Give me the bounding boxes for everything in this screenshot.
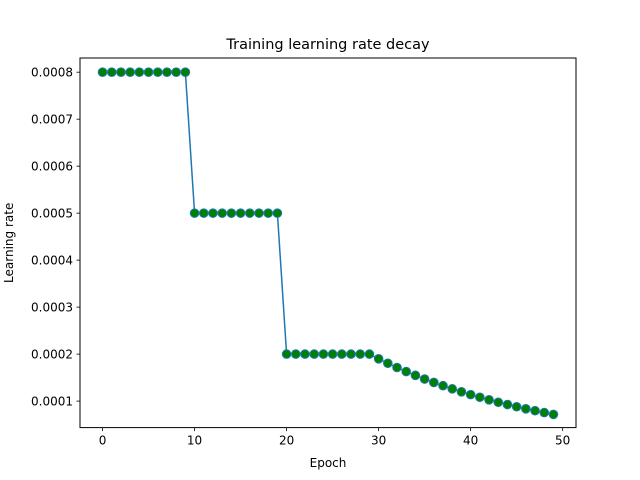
data-point xyxy=(438,380,448,391)
x-tick-label: 50 xyxy=(555,434,570,448)
data-point xyxy=(106,67,117,77)
series-layer xyxy=(97,67,559,420)
data-point xyxy=(97,67,108,77)
data-point xyxy=(116,67,126,77)
data-point xyxy=(373,354,384,364)
data-point xyxy=(235,208,246,218)
data-point xyxy=(346,349,356,359)
data-point xyxy=(180,67,191,77)
data-point xyxy=(392,362,402,373)
data-point xyxy=(290,349,301,359)
x-tick-label: 10 xyxy=(187,434,202,448)
data-point xyxy=(263,208,273,218)
data-point xyxy=(171,67,181,77)
y-axis-ticks: 0.0001 0.0002 0.0003 0.0004 0.0005 0.0006 0.00… xyxy=(31,65,80,408)
y-axis-label: Learning rate xyxy=(2,203,16,283)
data-point xyxy=(502,399,513,410)
data-point xyxy=(208,208,218,218)
x-tick-label: 0 xyxy=(99,434,107,448)
data-point xyxy=(410,370,421,381)
data-point xyxy=(152,67,163,77)
data-point xyxy=(484,395,494,405)
data-point xyxy=(539,407,550,418)
y-tick-label: 0.0003 xyxy=(31,300,73,314)
y-tick-label: 0.0004 xyxy=(31,253,73,267)
data-point xyxy=(401,366,412,377)
data-point xyxy=(475,392,485,403)
data-point xyxy=(254,208,264,218)
data-point xyxy=(198,208,209,218)
y-tick-label: 0.0002 xyxy=(31,347,73,361)
x-tick-label: 30 xyxy=(371,434,386,448)
data-point xyxy=(493,397,504,408)
data-point xyxy=(125,67,135,77)
x-tick-label: 20 xyxy=(279,434,294,448)
y-tick-label: 0.0001 xyxy=(31,394,73,408)
y-tick-label: 0.0008 xyxy=(31,65,73,79)
data-point xyxy=(309,349,319,359)
data-point xyxy=(217,208,227,218)
data-point xyxy=(189,208,200,218)
data-point xyxy=(419,374,430,384)
data-point xyxy=(244,208,255,218)
data-point xyxy=(134,67,145,77)
data-point xyxy=(337,349,347,359)
y-tick-label: 0.0005 xyxy=(31,206,73,220)
axes-frame xyxy=(79,57,577,429)
data-point xyxy=(447,384,458,394)
data-point xyxy=(548,409,559,420)
data-point xyxy=(429,377,439,388)
x-axis-ticks: 0 10 20 30 40 50 xyxy=(99,427,570,448)
data-point xyxy=(530,405,540,416)
data-point xyxy=(143,67,154,77)
data-point xyxy=(465,389,476,400)
data-point xyxy=(364,349,375,359)
data-point xyxy=(300,349,310,359)
data-point xyxy=(521,404,531,414)
data-point xyxy=(456,386,467,397)
data-point xyxy=(511,401,522,412)
data-point xyxy=(226,208,237,218)
chart-title: Training learning rate decay xyxy=(225,37,430,53)
data-point xyxy=(383,358,393,369)
data-point xyxy=(318,349,329,359)
data-point xyxy=(272,208,283,218)
x-tick-label: 40 xyxy=(463,434,478,448)
y-tick-label: 0.0007 xyxy=(31,112,73,126)
data-point xyxy=(327,349,338,359)
data-point xyxy=(355,349,366,359)
data-point xyxy=(162,67,172,77)
data-point xyxy=(281,349,292,359)
x-axis-label: Epoch xyxy=(310,456,347,470)
y-tick-label: 0.0006 xyxy=(31,159,73,173)
